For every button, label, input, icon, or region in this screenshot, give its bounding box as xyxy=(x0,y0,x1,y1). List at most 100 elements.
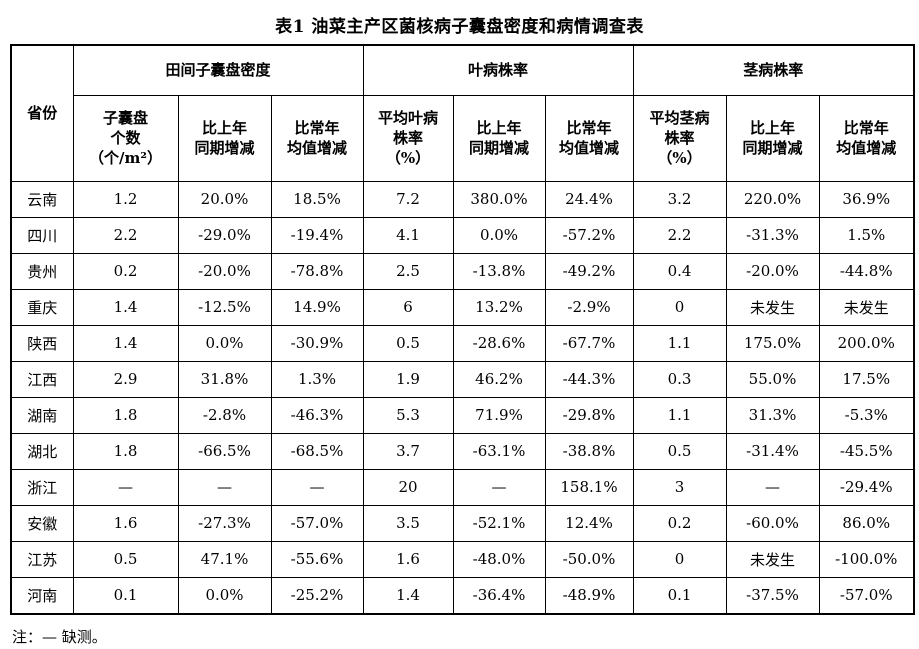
table-cell: -44.8% xyxy=(818,252,915,290)
table-cell: — xyxy=(72,468,179,506)
province-cell: 河南 xyxy=(10,576,74,614)
table-cell: 175.0% xyxy=(725,324,820,362)
province-cell: 安徽 xyxy=(10,504,74,542)
table-cell: -48.9% xyxy=(544,576,634,614)
table-row: 湖南 1.8 -2.8% -46.3% 5.3 71.9% -29.8% 1.1 31.3% -5… xyxy=(10,396,915,434)
table-cell: -63.1% xyxy=(452,432,546,470)
header-province: 省份 xyxy=(10,44,74,182)
table-cell: -49.2% xyxy=(544,252,634,290)
table-cell: 未发生 xyxy=(818,288,915,326)
table-cell: 3.2 xyxy=(632,180,727,218)
table-cell: 1.5% xyxy=(818,216,915,254)
table-cell: 47.1% xyxy=(177,540,272,578)
table-cell: -31.4% xyxy=(725,432,820,470)
table-cell: -66.5% xyxy=(177,432,272,470)
table-cell: 1.1 xyxy=(632,396,727,434)
table-cell: 46.2% xyxy=(452,360,546,398)
table-cell: 0.5 xyxy=(362,324,454,362)
table-cell: -19.4% xyxy=(270,216,364,254)
table-body: 云南 1.2 20.0% 18.5% 7.2 380.0% 24.4% 3.2 220.0% 36… xyxy=(10,180,915,614)
table-row: 云南 1.2 20.0% 18.5% 7.2 380.0% 24.4% 3.2 220.0% 36… xyxy=(10,180,915,218)
table-cell: -29.4% xyxy=(818,468,915,506)
table-cell: -2.8% xyxy=(177,396,272,434)
table-cell: 380.0% xyxy=(452,180,546,218)
table-cell: -12.5% xyxy=(177,288,272,326)
table-cell: -52.1% xyxy=(452,504,546,542)
table-cell: — xyxy=(270,468,364,506)
header-g3-vs-last-year: 比上年 同期增减 xyxy=(725,94,820,182)
table-cell: 55.0% xyxy=(725,360,820,398)
footnote: 注：— 缺测。 xyxy=(12,628,107,646)
table-cell: 0 xyxy=(632,288,727,326)
table-cell: 0.5 xyxy=(72,540,179,578)
province-cell: 云南 xyxy=(10,180,74,218)
table-cell: -68.5% xyxy=(270,432,364,470)
table-cell: 31.8% xyxy=(177,360,272,398)
table-cell: -20.0% xyxy=(177,252,272,290)
table-cell: 1.4 xyxy=(362,576,454,614)
table-cell: 未发生 xyxy=(725,288,820,326)
table-cell: -67.7% xyxy=(544,324,634,362)
table-cell: 1.6 xyxy=(72,504,179,542)
header-g1-vs-average: 比常年 均值增减 xyxy=(270,94,364,182)
table-row: 江苏 0.5 47.1% -55.6% 1.6 -48.0% -50.0% 0 未发生 -100.… xyxy=(10,540,915,578)
table-cell: 20 xyxy=(362,468,454,506)
header-g1-vs-last-year: 比上年 同期增减 xyxy=(177,94,272,182)
province-cell: 浙江 xyxy=(10,468,74,506)
table-cell: 7.2 xyxy=(362,180,454,218)
table-cell: -2.9% xyxy=(544,288,634,326)
table-cell: -46.3% xyxy=(270,396,364,434)
table-row: 江西 2.9 31.8% 1.3% 1.9 46.2% -44.3% 0.3 55.0% 17.5… xyxy=(10,360,915,398)
table-cell: -27.3% xyxy=(177,504,272,542)
table-cell: 1.8 xyxy=(72,396,179,434)
subheader-row: 子囊盘 个数 （个/m²） 比上年 同期增减 比常年 均值增减 平均叶病 株率 … xyxy=(11,94,915,182)
table-row: 安徽 1.6 -27.3% -57.0% 3.5 -52.1% 12.4% 0.2 -60.0%… xyxy=(10,504,915,542)
table-row: 重庆 1.4 -12.5% 14.9% 6 13.2% -2.9% 0 未发生 未发生 xyxy=(10,288,915,326)
table-cell: — xyxy=(177,468,272,506)
table-cell: -50.0% xyxy=(544,540,634,578)
table-cell: — xyxy=(452,468,546,506)
table-cell: — xyxy=(725,468,820,506)
table-cell: -29.0% xyxy=(177,216,272,254)
table-cell: -29.8% xyxy=(544,396,634,434)
province-cell: 江西 xyxy=(10,360,74,398)
table-cell: 31.3% xyxy=(725,396,820,434)
table-cell: 1.4 xyxy=(72,288,179,326)
province-cell: 湖南 xyxy=(10,396,74,434)
header-g2-vs-last-year: 比上年 同期增减 xyxy=(452,94,546,182)
table-cell: 36.9% xyxy=(818,180,915,218)
table-cell: 220.0% xyxy=(725,180,820,218)
table-cell: -38.8% xyxy=(544,432,634,470)
table-cell: 未发生 xyxy=(725,540,820,578)
table-cell: 13.2% xyxy=(452,288,546,326)
province-cell: 重庆 xyxy=(10,288,74,326)
table-cell: 1.3% xyxy=(270,360,364,398)
table-cell: 2.5 xyxy=(362,252,454,290)
table-cell: 4.1 xyxy=(362,216,454,254)
table-row: 陕西 1.4 0.0% -30.9% 0.5 -28.6% -67.7% 1.1 175.0% 2… xyxy=(10,324,915,362)
header-g3-vs-average: 比常年 均值增减 xyxy=(818,94,915,182)
table-cell: 0 xyxy=(632,540,727,578)
table-cell: 12.4% xyxy=(544,504,634,542)
table-cell: 2.2 xyxy=(72,216,179,254)
table-cell: -100.0% xyxy=(818,540,915,578)
table-cell: -78.8% xyxy=(270,252,364,290)
table-cell: 1.6 xyxy=(362,540,454,578)
table-cell: 6 xyxy=(362,288,454,326)
table-cell: 3.5 xyxy=(362,504,454,542)
table-cell: 0.2 xyxy=(72,252,179,290)
table-cell: 5.3 xyxy=(362,396,454,434)
table-cell: 0.0% xyxy=(452,216,546,254)
table-cell: -57.0% xyxy=(818,576,915,614)
table-cell: -44.3% xyxy=(544,360,634,398)
header-leaf-disease-rate: 叶病株率 xyxy=(362,44,634,96)
table-cell: 0.2 xyxy=(632,504,727,542)
table-cell: 1.9 xyxy=(362,360,454,398)
header-stem-disease-rate: 茎病株率 xyxy=(632,44,915,96)
header-ascocarp-count: 子囊盘 个数 （个/m²） xyxy=(72,94,179,182)
province-cell: 陕西 xyxy=(10,324,74,362)
table-row: 浙江 — — —20—158.1% 3— -29.4% xyxy=(10,468,915,506)
table-cell: -25.2% xyxy=(270,576,364,614)
table-cell: -57.2% xyxy=(544,216,634,254)
table-cell: -20.0% xyxy=(725,252,820,290)
